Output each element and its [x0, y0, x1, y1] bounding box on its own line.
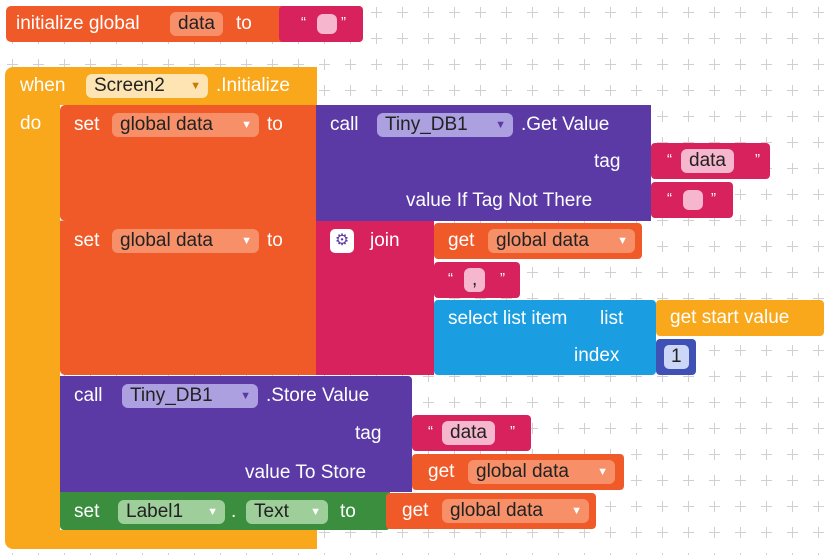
list-label: list	[600, 308, 624, 329]
screen-dropdown-value: Screen2	[94, 75, 165, 96]
when-label: when	[20, 75, 66, 96]
text-string-block[interactable]: “ ”	[279, 6, 363, 42]
join-label: join	[370, 230, 400, 251]
empty-string-field[interactable]	[317, 14, 337, 34]
quote-open-icon: “	[301, 14, 306, 31]
to-label: to	[267, 114, 283, 135]
tinydb-component-value: Tiny_DB1	[385, 114, 468, 135]
dropdown-icon: ▼	[240, 390, 251, 402]
event-block-left-arm	[5, 100, 60, 532]
set-var-dropdown[interactable]: global data ▼	[112, 229, 259, 253]
tinydb-get-value-block[interactable]: call Tiny_DB1 ▼ .Get Value tag value If T…	[316, 105, 651, 221]
store-tag-string-block[interactable]: “ data ”	[412, 415, 531, 451]
dropdown-icon: ▼	[617, 235, 628, 247]
get-label: get	[428, 461, 455, 482]
quote-open-icon: “	[428, 423, 433, 440]
set-global-data-block-1[interactable]: set global data ▼ to	[60, 105, 316, 221]
join-block[interactable]: ⚙ join	[316, 221, 434, 375]
index-value[interactable]: 1	[664, 345, 689, 369]
get-var-value: global data	[496, 230, 589, 251]
quote-close-icon: ”	[510, 423, 515, 440]
to-label: to	[267, 230, 283, 251]
to-label: to	[340, 501, 356, 522]
label-property-value: Text	[254, 501, 289, 522]
global-var-name-field[interactable]: data	[170, 12, 223, 36]
method-label: .Store Value	[266, 385, 370, 406]
quote-close-icon: ”	[500, 270, 505, 287]
dropdown-icon: ▼	[241, 235, 252, 247]
tinydb-component-dropdown[interactable]: Tiny_DB1 ▼	[377, 113, 513, 137]
tinydb-component-dropdown[interactable]: Tiny_DB1 ▼	[122, 384, 258, 408]
call-label: call	[330, 114, 359, 135]
event-block-bottom-arm	[5, 530, 317, 549]
tag-string-value[interactable]: data	[681, 149, 734, 173]
get-var-dropdown[interactable]: global data ▼	[468, 460, 615, 484]
quote-open-icon: “	[448, 270, 453, 287]
dropdown-icon: ▼	[495, 119, 506, 131]
quote-close-icon: ”	[341, 14, 346, 31]
get-start-value-block[interactable]: get start value	[656, 300, 824, 336]
gear-icon[interactable]: ⚙	[330, 229, 354, 253]
separator-value[interactable]: ,	[464, 268, 486, 292]
default-string-block[interactable]: “ ”	[651, 182, 733, 218]
set-label: set	[74, 230, 100, 251]
dot-label: .	[231, 501, 237, 522]
label-property-dropdown[interactable]: Text ▼	[246, 500, 328, 524]
get-var-dropdown[interactable]: global data ▼	[442, 499, 589, 523]
default-value-label: value If Tag Not There	[406, 190, 593, 211]
method-label: .Get Value	[521, 114, 610, 135]
quote-open-icon: “	[667, 190, 672, 207]
dropdown-icon: ▼	[241, 119, 252, 131]
store-tag-value[interactable]: data	[442, 421, 495, 445]
screen-dropdown[interactable]: Screen2 ▼	[86, 74, 208, 98]
initialize-global-block[interactable]: initialize global data to “ ”	[6, 6, 363, 42]
tag-string-block[interactable]: “ data ”	[651, 143, 770, 179]
index-label: index	[574, 345, 620, 366]
dropdown-icon: ▼	[571, 505, 582, 517]
get-label: get	[402, 500, 429, 521]
get-global-data-block[interactable]: get global data ▼	[434, 223, 642, 259]
label-component-value: Label1	[126, 501, 184, 522]
initialize-global-label: initialize global	[16, 13, 140, 34]
label-component-dropdown[interactable]: Label1 ▼	[118, 500, 225, 524]
get-label: get	[448, 230, 475, 251]
tinydb-store-value-block[interactable]: call Tiny_DB1 ▼ .Store Value tag value To…	[60, 376, 412, 492]
set-var-value: global data	[120, 230, 213, 251]
quote-close-icon: ”	[711, 190, 716, 207]
tag-label: tag	[594, 151, 621, 172]
call-label: call	[74, 385, 103, 406]
event-name-label: .Initialize	[216, 75, 290, 96]
tag-label: tag	[355, 423, 382, 444]
label-get-global-data-block[interactable]: get global data ▼	[386, 493, 596, 529]
get-var-value: global data	[476, 461, 569, 482]
quote-close-icon: ”	[755, 151, 760, 168]
quote-open-icon: “	[667, 151, 672, 168]
value-to-store-label: value To Store	[245, 462, 367, 483]
empty-string-field[interactable]	[683, 190, 703, 210]
global-to-label: to	[236, 13, 252, 34]
dropdown-icon: ▼	[597, 466, 608, 478]
set-label: set	[74, 501, 100, 522]
dropdown-icon: ▼	[310, 506, 321, 518]
index-number-block[interactable]: 1	[656, 339, 696, 375]
store-get-global-data-block[interactable]: get global data ▼	[412, 454, 624, 490]
set-var-dropdown[interactable]: global data ▼	[112, 113, 259, 137]
get-var-value: global data	[450, 500, 543, 521]
tinydb-component-value: Tiny_DB1	[130, 385, 213, 406]
get-var-dropdown[interactable]: global data ▼	[488, 229, 635, 253]
select-list-item-block[interactable]: select list item list index	[434, 300, 656, 375]
dropdown-icon: ▼	[190, 80, 201, 92]
dropdown-icon: ▼	[207, 506, 218, 518]
set-var-value: global data	[120, 114, 213, 135]
do-label: do	[20, 113, 42, 134]
get-start-value-label: get start value	[670, 307, 790, 328]
set-label: set	[74, 114, 100, 135]
set-label-text-block[interactable]: set Label1 ▼ . Text ▼ to	[60, 492, 390, 530]
set-global-data-block-2[interactable]: set global data ▼ to	[60, 221, 316, 375]
select-list-item-label: select list item	[448, 308, 568, 329]
separator-string-block[interactable]: “ , ”	[434, 262, 520, 298]
